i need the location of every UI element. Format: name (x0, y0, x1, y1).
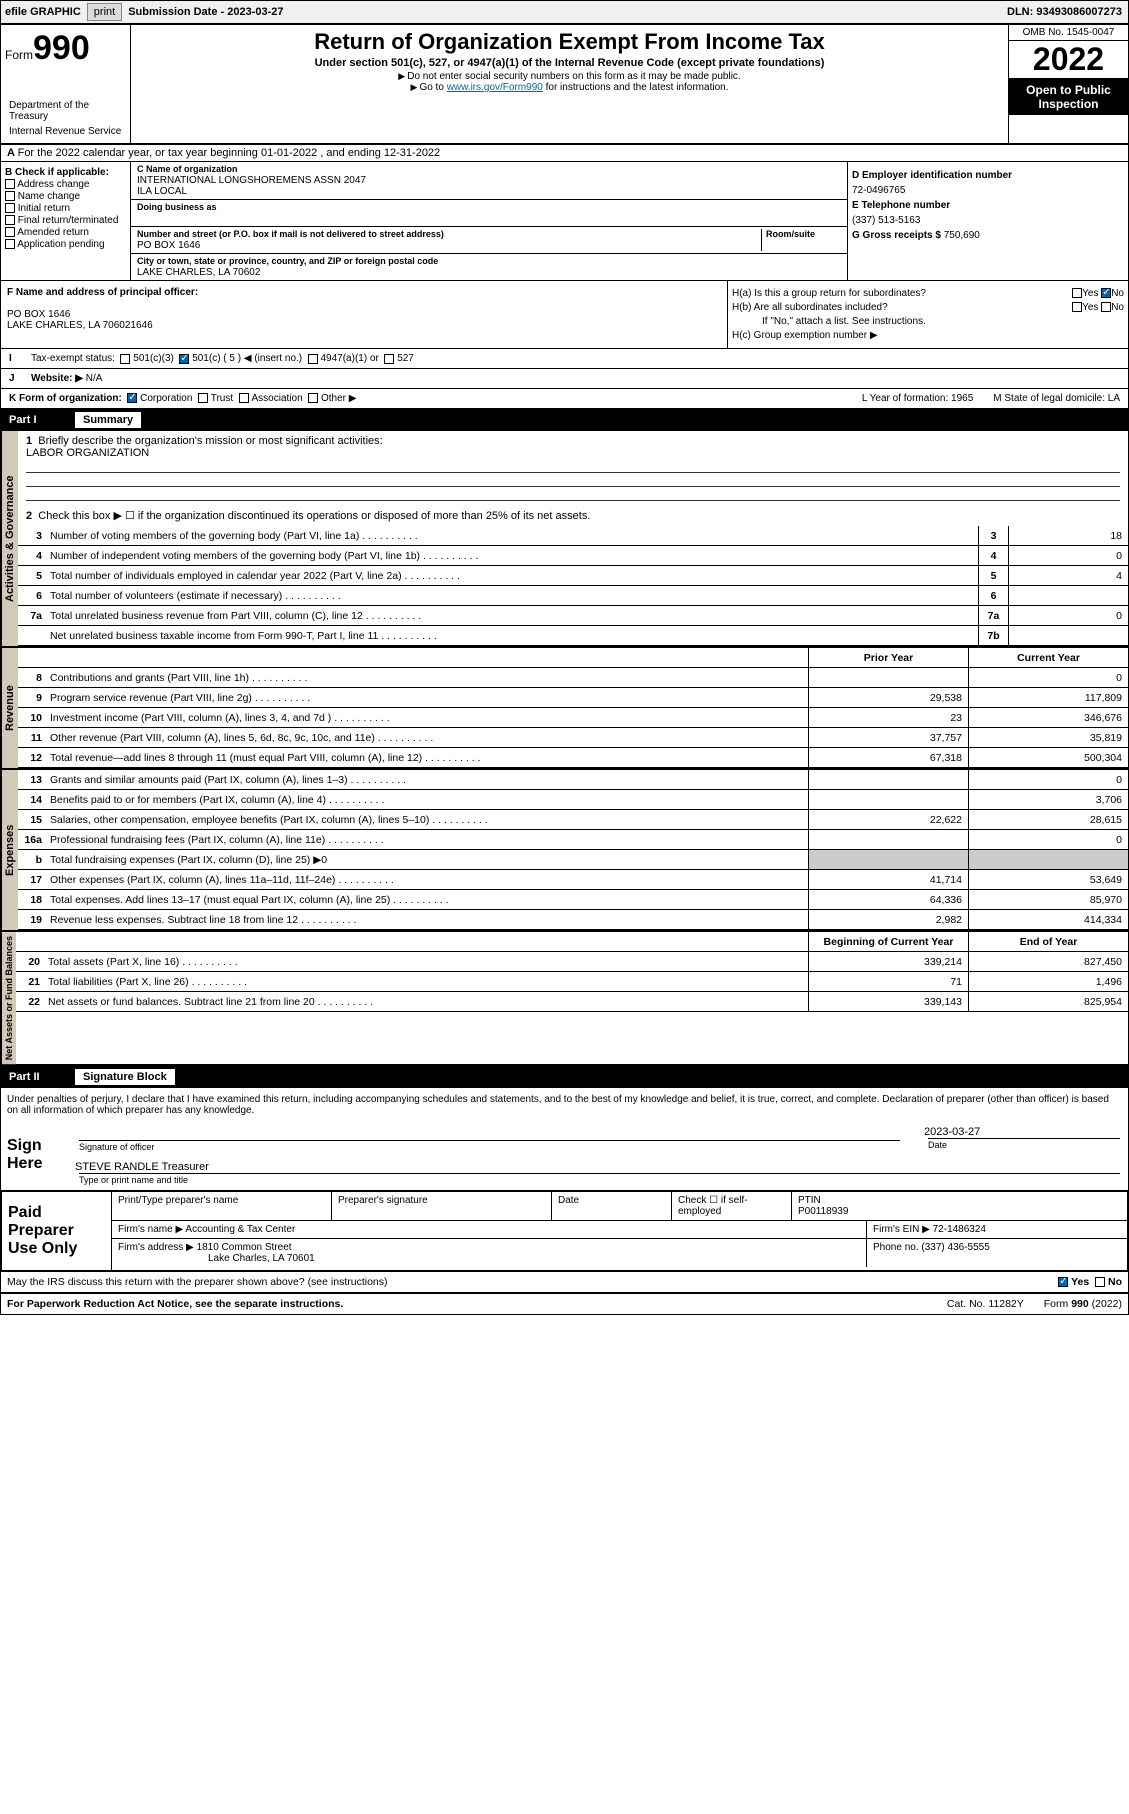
checkbox-final-return-terminated[interactable]: Final return/terminated (5, 215, 126, 226)
checkbox-amended-return[interactable]: Amended return (5, 227, 126, 238)
line-8: 8Contributions and grants (Part VIII, li… (18, 668, 1128, 688)
sidelabel-net: Net Assets or Fund Balances (1, 932, 16, 1064)
row-website: JWebsite: ▶ N/A (1, 369, 1128, 389)
line-9: 9Program service revenue (Part VIII, lin… (18, 688, 1128, 708)
section-expenses: Expenses 13Grants and similar amounts pa… (1, 770, 1128, 932)
org-name: INTERNATIONAL LONGSHOREMENS ASSN 2047 (137, 175, 366, 186)
form-subtitle-2: Do not enter social security numbers on … (135, 71, 1004, 82)
line-b: bTotal fundraising expenses (Part IX, co… (18, 850, 1128, 870)
section-governance: Activities & Governance 1 Briefly descri… (1, 431, 1128, 648)
section-b-c-d: B Check if applicable: Address change Na… (1, 162, 1128, 281)
principal-officer: F Name and address of principal officer:… (1, 281, 728, 348)
sidelabel-governance: Activities & Governance (1, 431, 18, 646)
form-container: Form990 Department of the Treasury Inter… (0, 24, 1129, 1315)
irs-link[interactable]: www.irs.gov/Form990 (447, 82, 543, 93)
row-tax-exempt: ITax-exempt status: 501(c)(3) 501(c) ( 5… (1, 349, 1128, 369)
section-revenue: Revenue Prior YearCurrent Year 8Contribu… (1, 648, 1128, 770)
mission-text: LABOR ORGANIZATION (26, 447, 1120, 459)
line-3: 3Number of voting members of the governi… (18, 526, 1128, 546)
org-city: LAKE CHARLES, LA 70602 (137, 267, 260, 278)
top-toolbar: efile GRAPHIC print Submission Date - 20… (0, 0, 1129, 24)
firm-address: 1810 Common Street (197, 1242, 292, 1253)
line-13: 13Grants and similar amounts paid (Part … (18, 770, 1128, 790)
efile-label: efile GRAPHIC (1, 6, 85, 18)
checkbox-application-pending[interactable]: Application pending (5, 239, 126, 250)
form-number: Form990 (5, 29, 126, 68)
checkbox-initial-return[interactable]: Initial return (5, 203, 126, 214)
line-7b: Net unrelated business taxable income fr… (18, 626, 1128, 646)
form-subtitle-3: Go to www.irs.gov/Form990 for instructio… (135, 82, 1004, 93)
line-4: 4Number of independent voting members of… (18, 546, 1128, 566)
line-18: 18Total expenses. Add lines 13–17 (must … (18, 890, 1128, 910)
line-5: 5Total number of individuals employed in… (18, 566, 1128, 586)
tax-year: 2022 (1009, 41, 1128, 79)
row-k-form-org: K Form of organization: Corporation Trus… (1, 389, 1128, 409)
irs-label: Internal Revenue Service (5, 124, 126, 139)
line-15: 15Salaries, other compensation, employee… (18, 810, 1128, 830)
line-20: 20Total assets (Part X, line 16)339,2148… (16, 952, 1128, 972)
checkbox-name-change[interactable]: Name change (5, 191, 126, 202)
section-net-assets: Net Assets or Fund Balances Beginning of… (1, 932, 1128, 1066)
line-17: 17Other expenses (Part IX, column (A), l… (18, 870, 1128, 890)
line-6: 6Total number of volunteers (estimate if… (18, 586, 1128, 606)
sign-here-block: Sign Here Signature of officer 2023-03-2… (1, 1122, 1128, 1191)
open-to-public: Open to Public Inspection (1009, 79, 1128, 115)
tax-year-range: A For the 2022 calendar year, or tax yea… (1, 145, 1128, 162)
checkbox-address-change[interactable]: Address change (5, 179, 126, 190)
line-11: 11Other revenue (Part VIII, column (A), … (18, 728, 1128, 748)
form-header: Form990 Department of the Treasury Inter… (1, 25, 1128, 145)
state-domicile: M State of legal domicile: LA (993, 393, 1120, 404)
group-return: H(a) Is this a group return for subordin… (728, 281, 1128, 348)
line-12: 12Total revenue—add lines 8 through 11 (… (18, 748, 1128, 768)
print-button[interactable]: print (87, 3, 122, 21)
line-22: 22Net assets or fund balances. Subtract … (16, 992, 1128, 1012)
line-7a: 7aTotal unrelated business revenue from … (18, 606, 1128, 626)
part1-header: Part ISummary (1, 409, 1128, 431)
sidelabel-revenue: Revenue (1, 648, 18, 768)
line-10: 10Investment income (Part VIII, column (… (18, 708, 1128, 728)
part2-header: Part IISignature Block (1, 1066, 1128, 1088)
discuss-footer: May the IRS discuss this return with the… (1, 1271, 1128, 1292)
telephone-value: (337) 513-5163 (852, 215, 1124, 226)
ein-value: 72-0496765 (852, 185, 1124, 196)
paid-preparer-block: Paid Preparer Use Only Print/Type prepar… (1, 1191, 1128, 1271)
firm-phone: (337) 436-5555 (921, 1242, 989, 1253)
omb-number: OMB No. 1545-0047 (1009, 25, 1128, 41)
dln-value: DLN: 93493086007273 (1007, 6, 1128, 18)
form-title: Return of Organization Exempt From Incom… (135, 29, 1004, 55)
officer-name: STEVE RANDLE Treasurer (75, 1161, 209, 1173)
line-21: 21Total liabilities (Part X, line 26)711… (16, 972, 1128, 992)
perjury-statement: Under penalties of perjury, I declare th… (1, 1088, 1128, 1122)
line-19: 19Revenue less expenses. Subtract line 1… (18, 910, 1128, 930)
firm-name: Accounting & Tax Center (185, 1224, 295, 1235)
col-c-org-info: C Name of organizationINTERNATIONAL LONG… (131, 162, 848, 280)
firm-ein: 72-1486324 (933, 1224, 986, 1235)
year-formation: L Year of formation: 1965 (862, 393, 973, 404)
col-b-checkboxes: B Check if applicable: Address change Na… (1, 162, 131, 280)
dept-label: Department of the Treasury (5, 98, 126, 124)
subdate-label: Submission Date - 2023-03-27 (124, 6, 287, 18)
ptin-value: P00118939 (798, 1206, 848, 1217)
col-d-ein: D Employer identification number 72-0496… (848, 162, 1128, 280)
section-f-h: F Name and address of principal officer:… (1, 281, 1128, 349)
org-address: PO BOX 1646 (137, 240, 200, 251)
line-14: 14Benefits paid to or for members (Part … (18, 790, 1128, 810)
form-subtitle-1: Under section 501(c), 527, or 4947(a)(1)… (135, 57, 1004, 69)
gross-receipts: 750,690 (944, 230, 980, 241)
line-16a: 16aProfessional fundraising fees (Part I… (18, 830, 1128, 850)
page-footer: For Paperwork Reduction Act Notice, see … (1, 1292, 1128, 1314)
sidelabel-expenses: Expenses (1, 770, 18, 930)
